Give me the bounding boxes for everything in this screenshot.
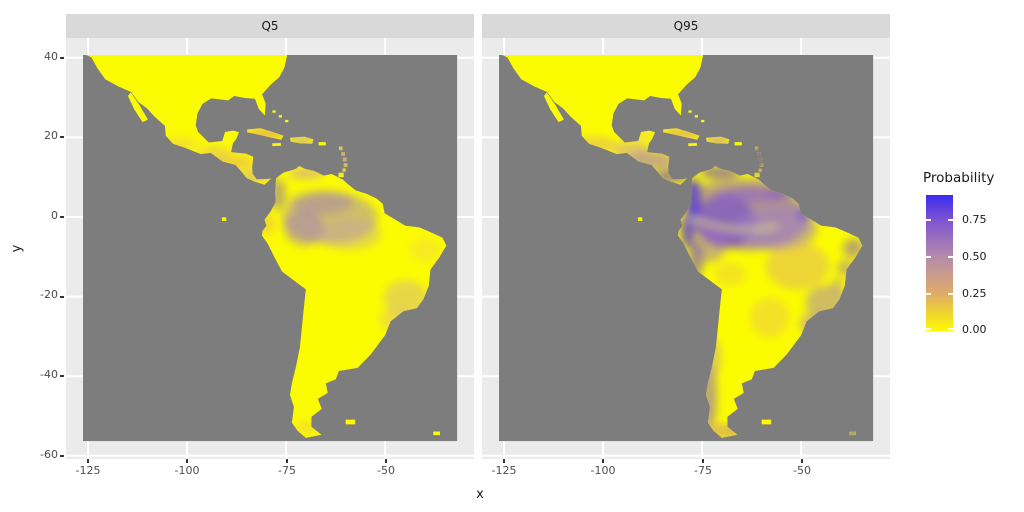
x-tick-mark	[385, 459, 387, 463]
panel-q5	[66, 38, 474, 459]
x-tick-label: -125	[75, 464, 101, 477]
x-tick-mark	[801, 459, 803, 463]
panel-q95	[482, 38, 890, 459]
x-tick-label: -100	[174, 464, 200, 477]
y-tick-mark	[60, 136, 64, 139]
x-tick-label: -50	[377, 464, 395, 477]
facet-label-q5: Q5	[261, 19, 279, 33]
legend-tick	[926, 328, 931, 330]
x-tick-label: -100	[590, 464, 616, 477]
x-tick-label: -125	[491, 464, 517, 477]
y-tick-label: 0	[51, 209, 58, 222]
x-tick-mark	[87, 459, 89, 463]
y-tick-label: -40	[40, 368, 58, 381]
legend-label: 0.50	[962, 250, 987, 263]
x-tick-mark	[286, 459, 288, 463]
x-tick-mark	[186, 459, 188, 463]
legend-label: 0.25	[962, 287, 987, 300]
y-tick-label: 20	[44, 129, 58, 142]
x-tick-mark	[702, 459, 704, 463]
x-axis-title: x	[476, 487, 484, 502]
x-tick-mark	[503, 459, 505, 463]
y-tick-label: 40	[44, 50, 58, 63]
amazon-river-trace	[689, 216, 778, 231]
facet-strip-q95: Q95	[482, 14, 890, 38]
x-tick-label: -50	[793, 464, 811, 477]
x-tick-label: -75	[278, 464, 296, 477]
y-tick-mark	[60, 56, 64, 59]
map-q5	[66, 38, 474, 459]
facet-strip-q5: Q5	[66, 14, 474, 38]
map-q95	[482, 38, 890, 459]
legend-label: 0.75	[962, 213, 987, 226]
legend-tick	[926, 256, 931, 258]
y-tick-label: -60	[40, 448, 58, 461]
legend-colorbar	[926, 195, 953, 331]
legend-label: 0.00	[962, 323, 987, 336]
legend-tick	[926, 293, 931, 295]
y-tick-mark	[60, 375, 64, 378]
legend-tick	[948, 256, 953, 258]
x-tick-mark	[602, 459, 604, 463]
y-tick-mark	[60, 216, 64, 218]
y-tick-mark	[60, 454, 64, 457]
legend: Probability 0.75 0.50 0.25 0.00	[918, 170, 1024, 336]
y-axis-title: y	[9, 244, 25, 253]
legend-tick	[948, 293, 953, 295]
y-tick-mark	[60, 295, 64, 298]
facet-label-q95: Q95	[673, 19, 699, 33]
legend-tick	[926, 219, 931, 221]
legend-tick	[948, 219, 953, 221]
legend-tick	[948, 328, 953, 330]
y-tick-label: -20	[40, 288, 58, 301]
legend-title: Probability	[923, 170, 995, 186]
x-tick-label: -75	[694, 464, 712, 477]
